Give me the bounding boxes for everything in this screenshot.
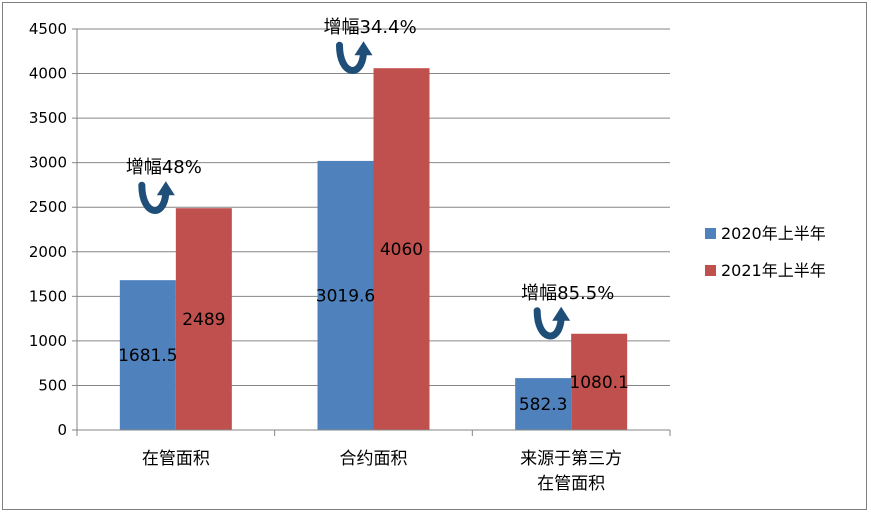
y-tick-label: 0 — [57, 421, 67, 439]
y-tick-label: 2000 — [29, 243, 67, 261]
data-label: 1080.1 — [569, 373, 628, 393]
y-tick-label: 1000 — [29, 332, 67, 350]
y-tick-label: 1500 — [29, 287, 67, 305]
data-label: 2489 — [182, 310, 225, 330]
y-tick-label: 4500 — [29, 20, 67, 38]
x-category-label: 合约面积 — [340, 449, 408, 469]
legend-label: 2020年上半年 — [721, 224, 826, 243]
bar — [119, 280, 176, 430]
growth-arrowhead — [156, 181, 175, 196]
y-tick-label: 3500 — [29, 109, 67, 127]
y-tick-label: 500 — [38, 376, 67, 394]
growth-label: 增幅85.5% — [521, 283, 614, 304]
legend-swatch — [705, 228, 716, 239]
bars — [119, 68, 628, 430]
y-tick-label: 4000 — [29, 65, 67, 83]
growth-annotations: 增幅48% 增幅34.4% 增幅85.5% — [126, 17, 614, 340]
growth-arrow — [138, 181, 170, 214]
data-label: 1681.5 — [118, 346, 177, 366]
legend-label: 2021年上半年 — [721, 261, 826, 280]
y-tick-label: 2500 — [29, 198, 67, 216]
y-tick-label: 3000 — [29, 154, 67, 172]
legend: 2020年上半年 2021年上半年 — [705, 224, 826, 280]
data-label: 3019.6 — [316, 286, 375, 306]
bar — [515, 378, 572, 430]
y-axis: 0 500 1000 1500 2000 2500 3000 3500 4000 4500 — [29, 20, 78, 439]
growth-arrowhead — [354, 41, 373, 56]
growth-arrow — [533, 307, 565, 340]
data-label: 582.3 — [519, 395, 568, 415]
growth-arrow — [336, 41, 367, 74]
bar — [373, 68, 430, 430]
data-label: 4060 — [380, 240, 423, 260]
bar — [317, 160, 374, 430]
growth-label: 增幅34.4% — [324, 17, 417, 38]
x-category-label: 在管面积 — [142, 449, 210, 469]
bar — [571, 333, 628, 430]
growth-label: 增幅48% — [126, 157, 202, 178]
growth-arrowhead — [552, 306, 571, 321]
x-category-label: 来源于第三方 — [520, 449, 622, 469]
legend-swatch — [705, 265, 716, 276]
bar — [175, 208, 232, 430]
x-category-label: 在管面积 — [537, 474, 605, 494]
